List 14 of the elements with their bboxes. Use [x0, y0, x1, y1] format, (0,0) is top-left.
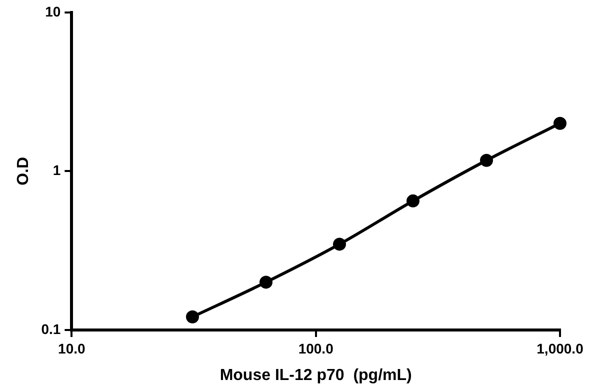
point — [259, 276, 272, 289]
y-tick-label: 0.1 — [41, 320, 61, 337]
y-tick-label: 10 — [45, 3, 61, 20]
point — [480, 154, 493, 167]
point — [554, 116, 566, 130]
point — [406, 194, 420, 208]
y-axis-title: O.D — [15, 156, 32, 186]
x-tick-label: 10.0 — [58, 340, 86, 356]
y-tick-label: 1 — [52, 162, 61, 178]
point — [186, 310, 199, 324]
x-axis-title: Mouse IL-12 p70 (pg/mL) — [220, 366, 412, 384]
point — [332, 238, 346, 251]
x-tick-label: 1,000.0 — [536, 340, 584, 356]
x-tick-label: 100.0 — [298, 340, 334, 356]
